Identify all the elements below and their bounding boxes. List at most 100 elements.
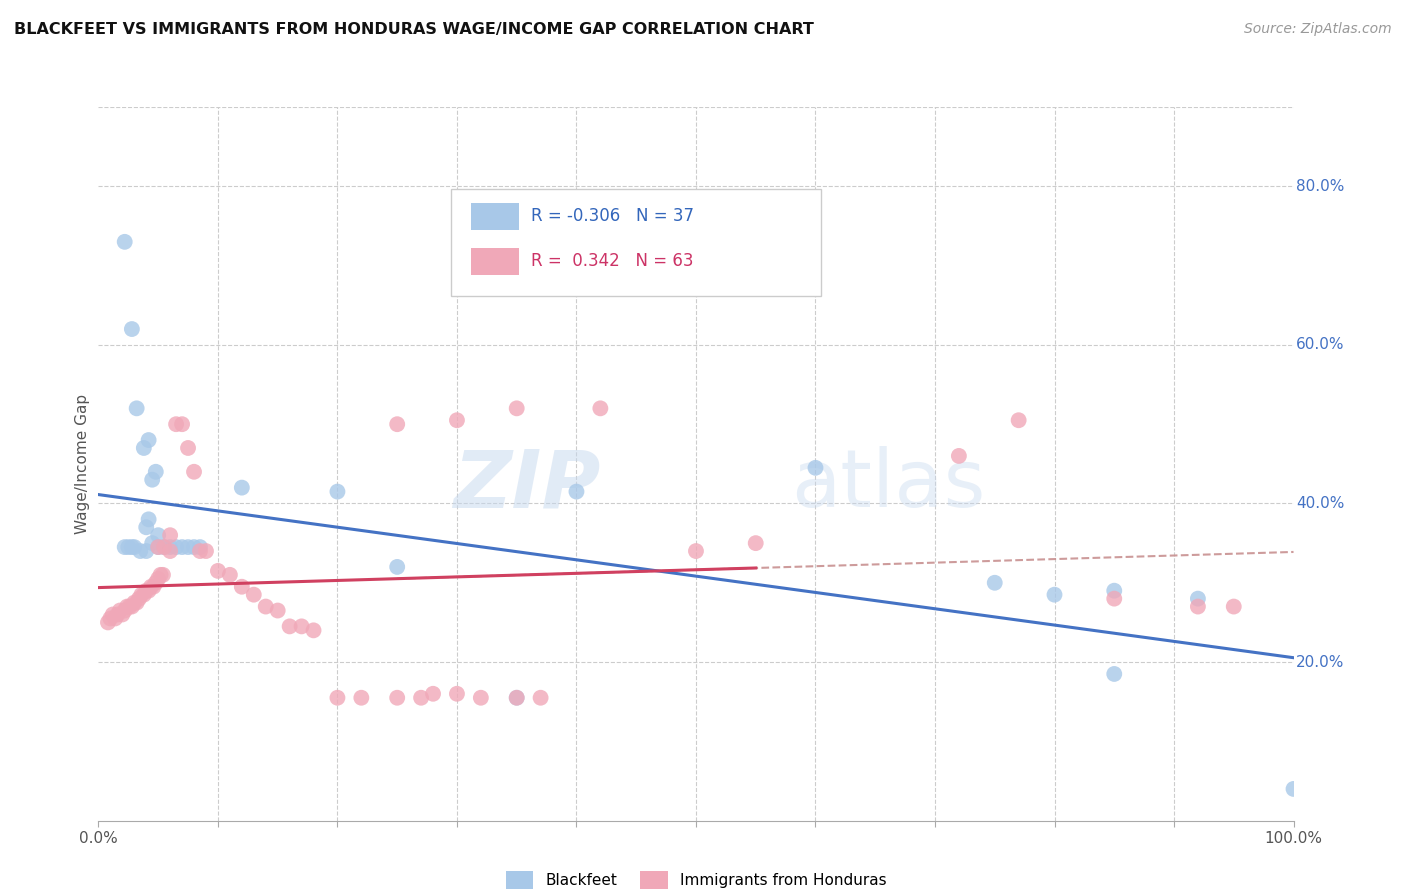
- Point: [148, 528, 170, 542]
- Point: [138, 433, 160, 447]
- Point: [159, 528, 181, 542]
- Text: atlas: atlas: [792, 446, 986, 524]
- Point: [142, 580, 165, 594]
- Text: BLACKFEET VS IMMIGRANTS FROM HONDURAS WAGE/INCOME GAP CORRELATION CHART: BLACKFEET VS IMMIGRANTS FROM HONDURAS WA…: [14, 22, 814, 37]
- Point: [165, 417, 187, 432]
- Point: [385, 417, 409, 432]
- Point: [111, 607, 134, 622]
- Point: [135, 544, 157, 558]
- Point: [124, 540, 146, 554]
- Point: [745, 536, 768, 550]
- Point: [152, 567, 174, 582]
- Point: [385, 560, 409, 574]
- Point: [138, 583, 160, 598]
- Point: [159, 540, 181, 554]
- Text: Source: ZipAtlas.com: Source: ZipAtlas.com: [1244, 22, 1392, 37]
- Point: [177, 540, 200, 554]
- Point: [115, 599, 138, 614]
- Point: [1222, 599, 1246, 614]
- Point: [565, 484, 588, 499]
- Point: [1187, 599, 1209, 614]
- Point: [446, 687, 468, 701]
- Point: [107, 607, 129, 622]
- Point: [411, 690, 433, 705]
- Point: [1102, 583, 1125, 598]
- Point: [350, 690, 373, 705]
- Point: [506, 690, 529, 705]
- Point: [1007, 413, 1029, 427]
- Y-axis label: Wage/Income Gap: Wage/Income Gap: [75, 393, 90, 534]
- Point: [290, 619, 312, 633]
- Point: [121, 322, 143, 336]
- Point: [114, 540, 136, 554]
- Point: [153, 540, 176, 554]
- Point: [159, 544, 181, 558]
- Point: [132, 588, 155, 602]
- Point: [114, 235, 136, 249]
- Point: [194, 544, 217, 558]
- Point: [219, 567, 242, 582]
- Point: [118, 599, 141, 614]
- Point: [254, 599, 277, 614]
- Point: [302, 624, 325, 638]
- Point: [108, 603, 131, 617]
- Point: [1043, 588, 1066, 602]
- Point: [148, 540, 170, 554]
- Point: [172, 417, 194, 432]
- Point: [97, 615, 120, 630]
- Text: ZIP: ZIP: [453, 446, 600, 524]
- FancyBboxPatch shape: [471, 248, 519, 275]
- Point: [231, 580, 253, 594]
- Point: [1187, 591, 1209, 606]
- Text: R =  0.342   N = 63: R = 0.342 N = 63: [531, 252, 693, 270]
- Point: [326, 484, 349, 499]
- Point: [101, 607, 124, 622]
- Point: [183, 540, 205, 554]
- Point: [1102, 667, 1125, 681]
- Point: [114, 603, 136, 617]
- Point: [529, 690, 551, 705]
- Point: [1282, 781, 1305, 796]
- Point: [506, 401, 529, 416]
- Point: [145, 465, 167, 479]
- Point: [141, 473, 163, 487]
- Point: [804, 460, 827, 475]
- Point: [104, 611, 127, 625]
- Point: [188, 544, 211, 558]
- Point: [125, 401, 148, 416]
- Point: [98, 611, 122, 625]
- Point: [117, 540, 139, 554]
- Point: [188, 540, 211, 554]
- FancyBboxPatch shape: [471, 202, 519, 230]
- Text: 80.0%: 80.0%: [1296, 178, 1344, 194]
- Point: [326, 690, 349, 705]
- FancyBboxPatch shape: [451, 189, 821, 296]
- Point: [1102, 591, 1125, 606]
- Point: [145, 575, 167, 590]
- Point: [132, 441, 155, 455]
- Point: [141, 536, 163, 550]
- Point: [121, 599, 143, 614]
- Point: [172, 540, 194, 554]
- Text: 20.0%: 20.0%: [1296, 655, 1344, 670]
- Point: [231, 481, 253, 495]
- Point: [121, 540, 143, 554]
- Point: [278, 619, 301, 633]
- Point: [506, 690, 529, 705]
- Point: [207, 564, 229, 578]
- Point: [948, 449, 970, 463]
- Point: [177, 441, 200, 455]
- Point: [267, 603, 290, 617]
- Legend: Blackfeet, Immigrants from Honduras: Blackfeet, Immigrants from Honduras: [499, 865, 893, 892]
- Text: R = -0.306   N = 37: R = -0.306 N = 37: [531, 207, 695, 225]
- Point: [165, 540, 187, 554]
- Point: [149, 567, 172, 582]
- Point: [983, 575, 1005, 590]
- Point: [124, 596, 146, 610]
- Point: [135, 583, 157, 598]
- Point: [128, 591, 150, 606]
- Text: 40.0%: 40.0%: [1296, 496, 1344, 511]
- Point: [470, 690, 492, 705]
- Point: [446, 413, 468, 427]
- Point: [131, 588, 153, 602]
